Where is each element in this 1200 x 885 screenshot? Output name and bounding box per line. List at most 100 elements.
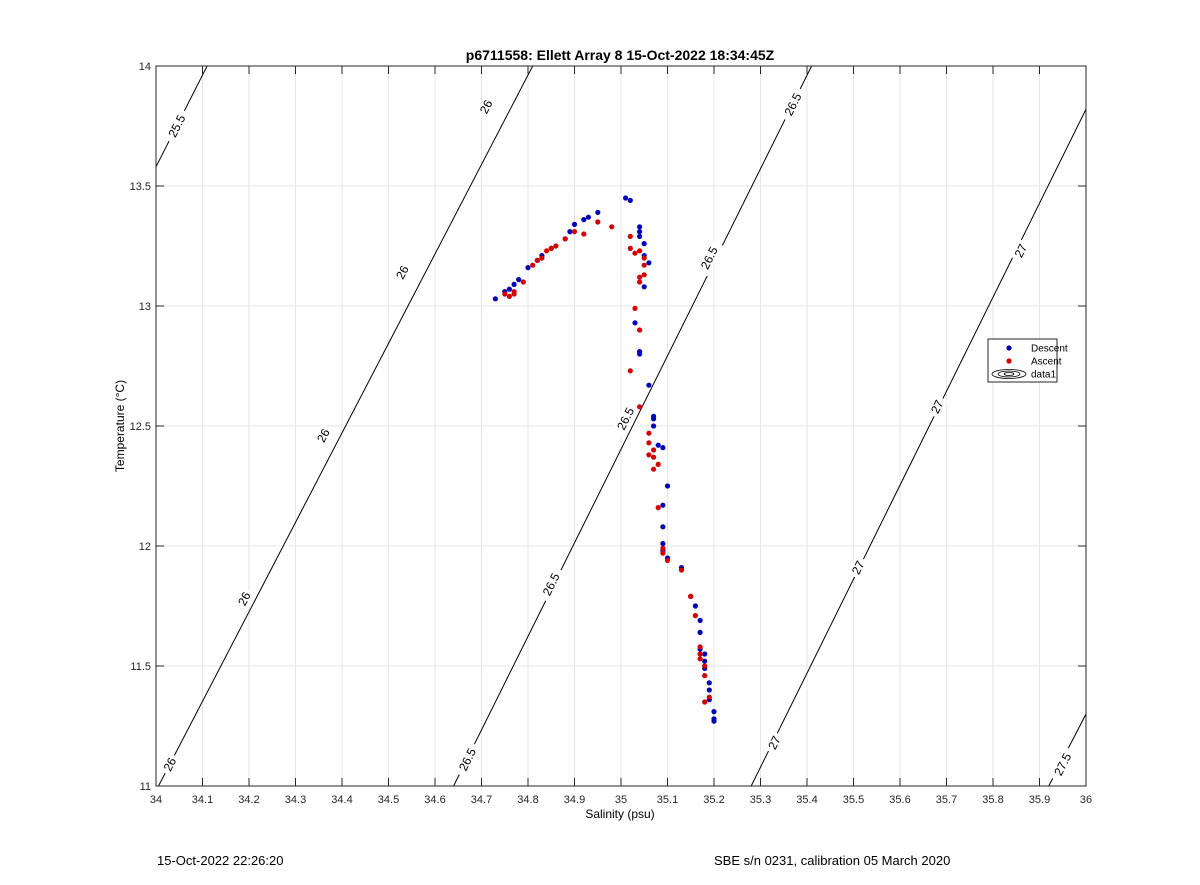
contour-label-bg bbox=[611, 400, 640, 438]
x-tick-label: 35.9 bbox=[1029, 794, 1050, 806]
ascent-point bbox=[553, 243, 559, 249]
contour-line-27 bbox=[750, 108, 1086, 786]
contour-label: 26 bbox=[393, 263, 412, 282]
ascent-point bbox=[641, 262, 647, 268]
ascent-point bbox=[562, 236, 568, 242]
legend-box bbox=[987, 338, 1058, 383]
ascent-point bbox=[702, 699, 708, 705]
contour-label-bg bbox=[159, 752, 181, 777]
ascent-point bbox=[637, 327, 643, 333]
ascent-point bbox=[660, 550, 666, 556]
x-tick-label: 36 bbox=[1080, 794, 1092, 806]
ascent-point bbox=[651, 447, 657, 453]
x-tick-label: 34.5 bbox=[378, 794, 399, 806]
contour-line-26 bbox=[157, 66, 534, 786]
ascent-point bbox=[651, 454, 657, 460]
x-tick-label: 34.3 bbox=[285, 794, 306, 806]
descent-point bbox=[581, 217, 587, 223]
descent-point bbox=[702, 651, 708, 657]
x-tick-label: 34.1 bbox=[192, 794, 213, 806]
legend-contour-icon bbox=[991, 369, 1027, 379]
x-tick-label: 34 bbox=[150, 794, 162, 806]
contour-label-bg bbox=[926, 394, 948, 419]
descent-point bbox=[595, 209, 601, 215]
x-axis-label: Salinity (psu) bbox=[585, 807, 654, 821]
x-tick-label: 35.5 bbox=[843, 794, 864, 806]
contour-label-bg bbox=[695, 239, 724, 277]
y-tick-label: 11 bbox=[140, 781, 151, 793]
descent-point bbox=[506, 286, 512, 292]
ascent-point bbox=[637, 404, 643, 410]
descent-point bbox=[711, 718, 717, 724]
x-tick-label: 34.8 bbox=[517, 794, 538, 806]
ascent-point bbox=[502, 291, 508, 297]
descent-point bbox=[571, 221, 578, 227]
descent-point bbox=[692, 603, 699, 609]
x-tick-label: 34.9 bbox=[564, 794, 585, 806]
contour-label: 26 bbox=[477, 97, 496, 116]
contour-label-bg bbox=[162, 107, 191, 145]
ascent-point bbox=[641, 255, 647, 261]
descent-point bbox=[492, 296, 498, 302]
contour-label: 27 bbox=[849, 558, 868, 576]
ascent-point bbox=[627, 368, 633, 374]
ascent-point bbox=[706, 694, 712, 700]
descent-point bbox=[706, 680, 712, 686]
x-tick-label: 35.6 bbox=[889, 794, 910, 806]
y-tick-label: 12 bbox=[139, 541, 151, 553]
legend-label-ascent: Ascent bbox=[1031, 357, 1062, 368]
ascent-point bbox=[697, 656, 703, 662]
ascent-point bbox=[539, 255, 545, 261]
descent-point bbox=[660, 524, 666, 530]
contour-label: 27 bbox=[1012, 241, 1031, 259]
descent-point bbox=[651, 416, 657, 422]
descent-point bbox=[697, 617, 703, 624]
descent-point bbox=[697, 629, 703, 636]
ascent-point bbox=[637, 248, 643, 254]
descent-point bbox=[664, 483, 671, 489]
descent-point bbox=[660, 541, 666, 547]
y-tick-label: 11.5 bbox=[130, 661, 151, 673]
footer-instrument-info: SBE s/n 0231, calibration 05 March 2020 bbox=[714, 853, 951, 868]
descent-point bbox=[516, 277, 522, 283]
ascent-point bbox=[548, 245, 554, 251]
ascent-point bbox=[702, 673, 708, 679]
contour-label: 26 bbox=[161, 755, 180, 774]
x-tick-label: 34.7 bbox=[471, 794, 492, 806]
descent-point bbox=[706, 687, 712, 693]
contour-label-bg bbox=[475, 94, 497, 119]
ascent-point bbox=[534, 257, 540, 263]
ascent-point bbox=[506, 293, 512, 299]
contour-label: 26 bbox=[235, 589, 254, 608]
contour-label-bg bbox=[1048, 746, 1077, 783]
descent-point bbox=[585, 214, 592, 220]
ascent-point bbox=[646, 452, 652, 458]
descent-point bbox=[646, 382, 652, 388]
contour-label-bg bbox=[453, 741, 482, 778]
x-tick-label: 35.3 bbox=[750, 794, 771, 806]
x-tick-label: 35.2 bbox=[703, 794, 724, 806]
legend-contour-icon-core bbox=[1003, 372, 1015, 376]
ascent-point bbox=[702, 663, 708, 669]
ascent-point bbox=[637, 274, 643, 280]
legend-marker-descent bbox=[1006, 345, 1012, 351]
descent-point bbox=[511, 281, 517, 287]
ascent-point bbox=[646, 430, 652, 436]
ascent-point bbox=[697, 651, 703, 657]
ascent-point bbox=[581, 231, 587, 237]
descent-point bbox=[641, 241, 647, 247]
descent-point bbox=[567, 229, 573, 235]
ascent-point bbox=[632, 250, 638, 256]
ascent-point bbox=[544, 248, 550, 254]
descent-point bbox=[623, 195, 629, 201]
ascent-point bbox=[678, 567, 685, 573]
legend: Descent Ascent data1 bbox=[987, 338, 1068, 383]
descent-point bbox=[651, 423, 657, 429]
y-tick-label: 13 bbox=[139, 301, 151, 313]
ascent-point bbox=[641, 272, 647, 278]
ascent-point bbox=[609, 224, 615, 230]
x-tick-label: 35.1 bbox=[657, 794, 678, 806]
descent-point bbox=[525, 265, 531, 271]
contour-label-bg bbox=[847, 555, 869, 580]
